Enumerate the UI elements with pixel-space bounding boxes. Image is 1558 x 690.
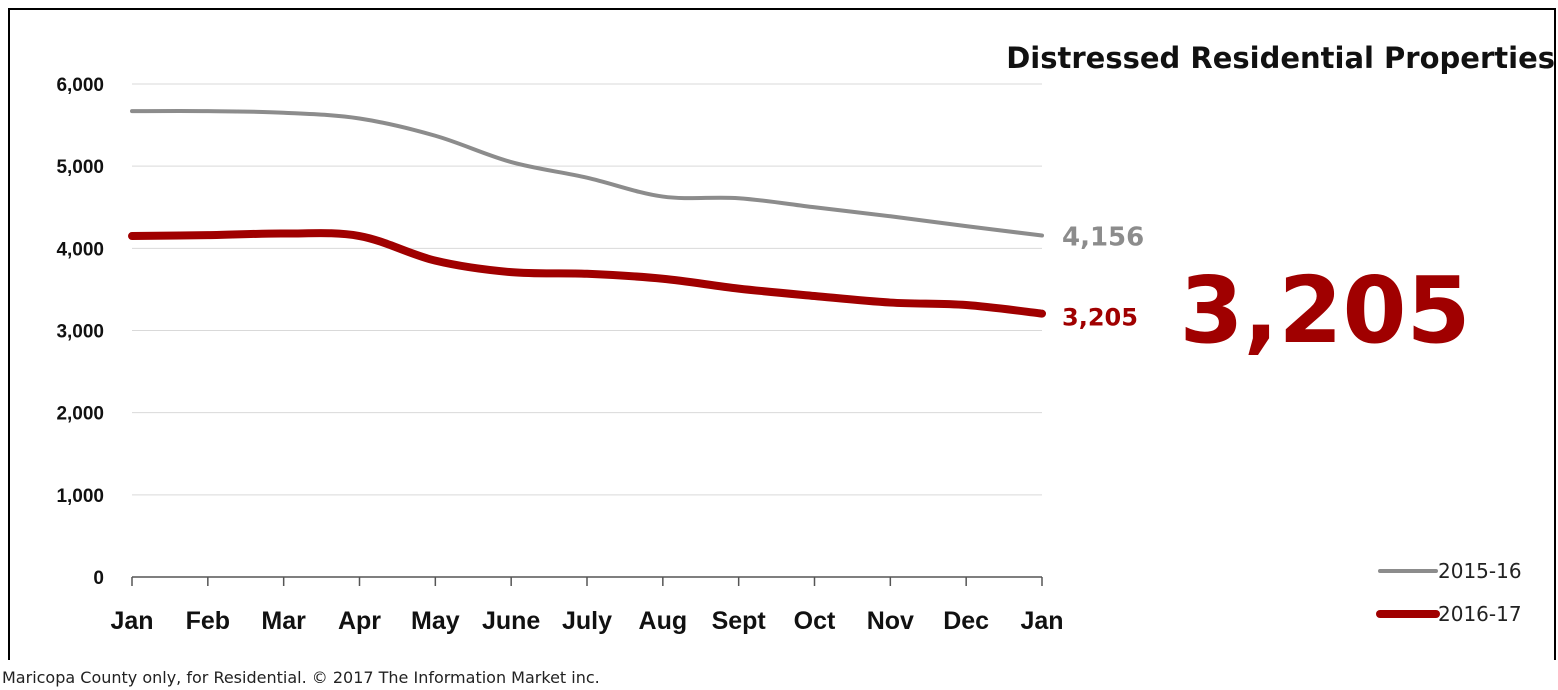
x-axis: Jan Feb Mar Apr May June July Aug Sept Oct Nov Dec J…	[110, 576, 1064, 635]
series-end-label: 4,156	[1062, 223, 1144, 253]
x-tick-label: Feb	[186, 607, 230, 635]
x-tick-label: Apr	[338, 607, 381, 635]
y-tick-label: 1,000	[56, 486, 104, 507]
y-axis: 0 1,000 2,000 3,000 4,000 5,000 6,000	[56, 75, 104, 589]
chart-title: Distressed Residential Properties	[1006, 41, 1555, 75]
highlight-value: 3,205	[1179, 257, 1470, 364]
series-line-2015-16	[130, 108, 1044, 238]
chart: 0 1,000 2,000 3,000 4,000 5,000 6,000 Jan Feb Ma…	[56, 41, 1555, 635]
series-lines	[128, 108, 1046, 318]
legend: 2015-16 2016-17	[1376, 559, 1522, 626]
x-tick-label: Jan	[110, 607, 153, 635]
legend-label: 2016-17	[1438, 602, 1522, 626]
x-tick-label: Nov	[867, 607, 914, 635]
y-tick-label: 6,000	[56, 75, 104, 96]
x-tick-label: Jan	[1020, 607, 1063, 635]
x-tick-label: Mar	[261, 607, 306, 635]
series-line-2016-17	[128, 229, 1046, 318]
x-tick-label: Dec	[943, 607, 989, 635]
series-end-label: 3,205	[1062, 304, 1138, 332]
x-tick-label: Aug	[639, 607, 688, 635]
end-labels: 4,156 3,205	[1062, 223, 1144, 332]
y-tick-label: 5,000	[56, 157, 104, 178]
x-tick-label: Sept	[712, 607, 767, 635]
y-tick-label: 2,000	[56, 404, 104, 425]
x-tick-label: June	[482, 607, 540, 635]
x-tick-label: Oct	[794, 607, 836, 635]
footer-note: Maricopa County only, for Residential. ©…	[2, 668, 600, 687]
x-tick-label: May	[411, 607, 460, 635]
gridlines	[132, 83, 1042, 496]
legend-label: 2015-16	[1438, 559, 1522, 583]
x-tick-label: July	[562, 607, 612, 635]
chart-frame	[8, 8, 1556, 660]
y-tick-label: 3,000	[56, 322, 104, 343]
y-tick-label: 0	[93, 568, 104, 589]
y-tick-label: 4,000	[56, 239, 104, 260]
